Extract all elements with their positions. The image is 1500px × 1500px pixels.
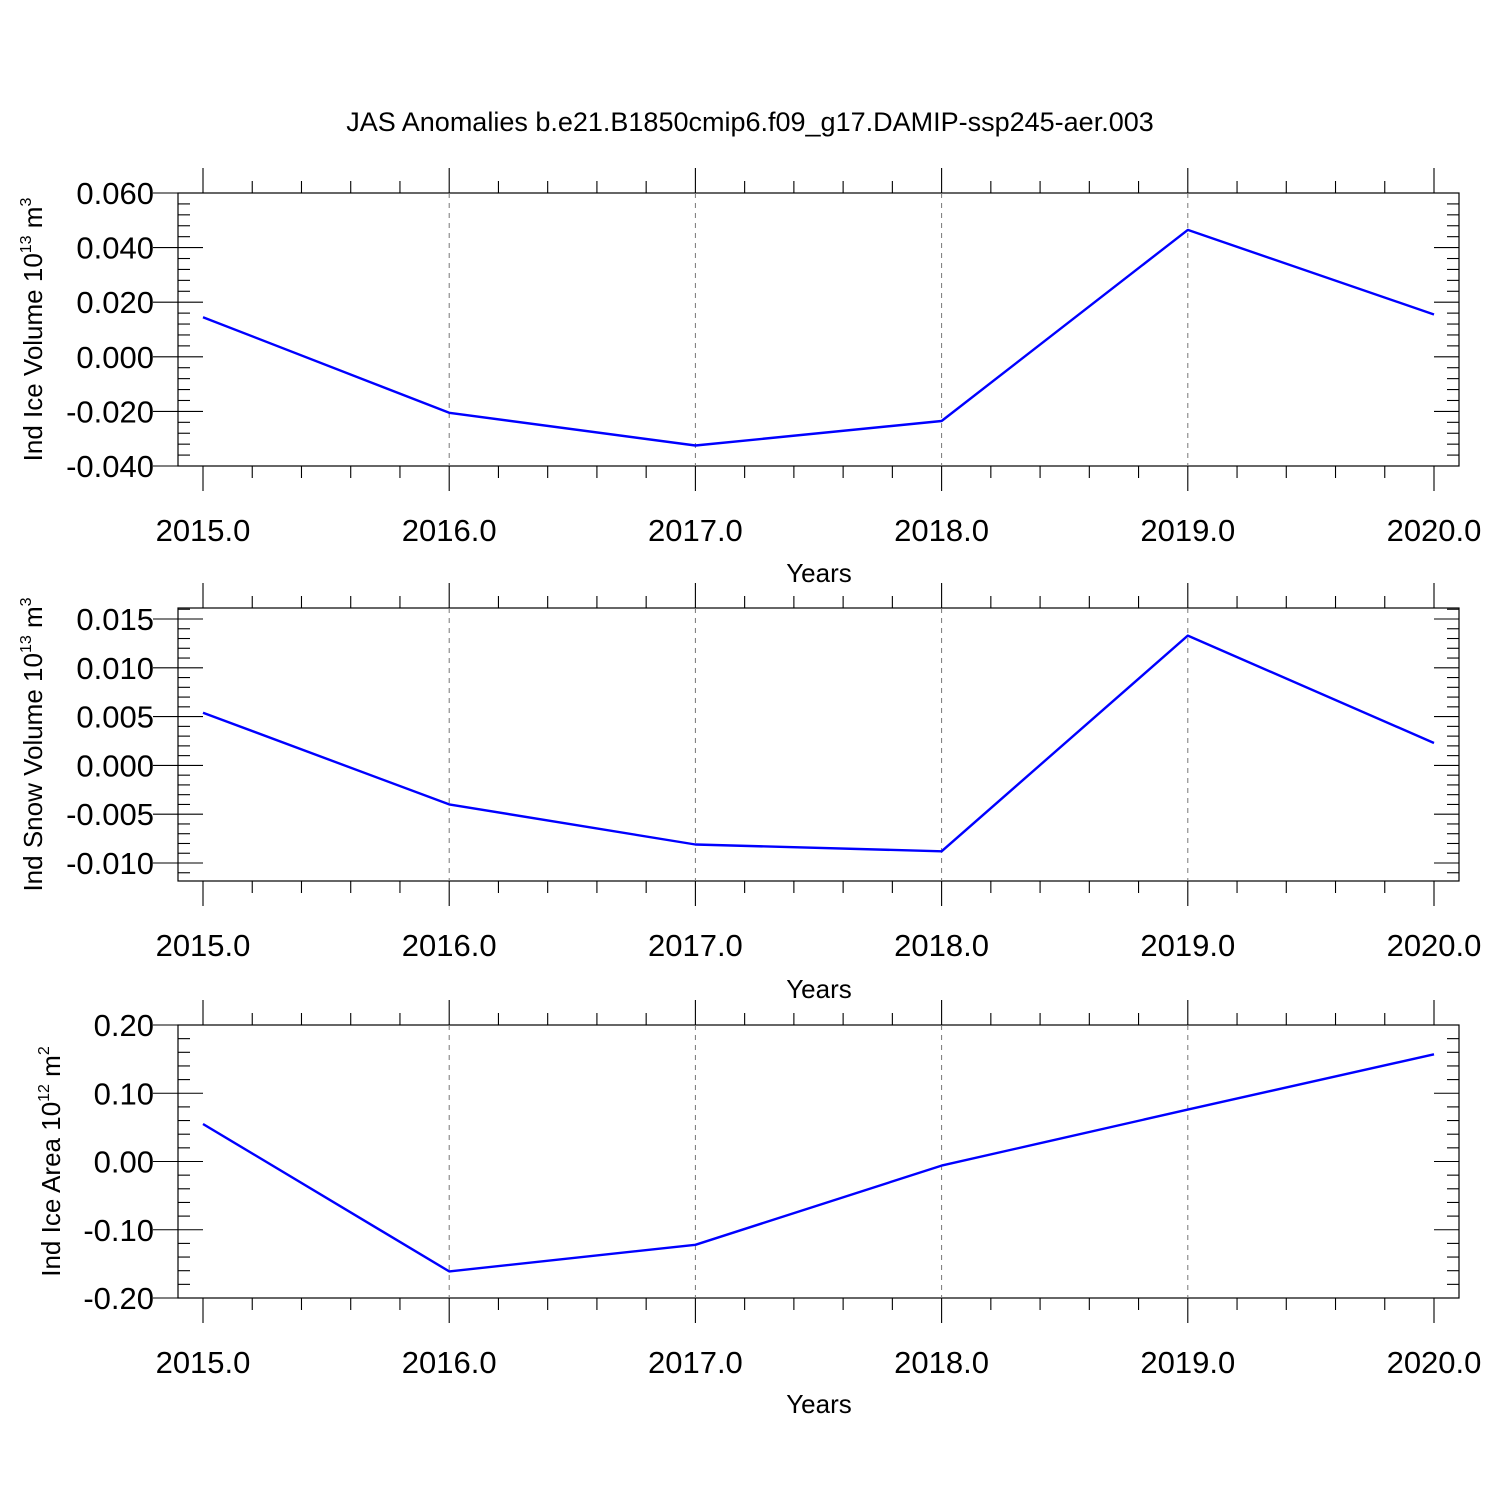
- y-axis-title-superscript: 2: [36, 1046, 53, 1055]
- x-tick-label: 2019.0: [1140, 1345, 1235, 1380]
- x-tick-label: 2016.0: [402, 928, 497, 963]
- x-axis-title: Years: [786, 1389, 852, 1419]
- x-tick-label: 2016.0: [402, 513, 497, 548]
- panel-2: 2015.0 2016.0 2017.0 2018.0 2019.0 2020.0 0.01…: [18, 583, 1481, 1004]
- y-tick-label: 0.040: [76, 231, 154, 266]
- plot-frame: [177, 607, 1460, 882]
- panel-3: 2015.0 2016.0 2017.0 2018.0 2019.0 2020.0 0.20…: [36, 1000, 1481, 1419]
- panels: 2015.0 2016.0 2017.0 2018.0 2019.0 2020.0 0.06…: [18, 168, 1481, 1419]
- y-tick-label: -0.010: [66, 846, 154, 881]
- x-tick-label: 2017.0: [648, 928, 743, 963]
- x-tick-label: 2015.0: [156, 1345, 251, 1380]
- x-axis-title: Years: [786, 974, 852, 1004]
- x-tick-label: 2015.0: [156, 928, 251, 963]
- y-tick-label: 0.005: [76, 700, 154, 735]
- y-tick-label: -0.20: [83, 1281, 154, 1316]
- y-axis-title-part: m: [36, 1055, 66, 1084]
- y-tick-label: 0.010: [76, 651, 154, 686]
- plot-frame: [177, 192, 1460, 467]
- x-tick-label: 2020.0: [1387, 513, 1482, 548]
- y-axis-title-superscript: 13: [18, 235, 35, 253]
- y-tick-label: -0.005: [66, 797, 154, 832]
- y-axis-title: Ind Ice Volume 1013 m3: [18, 198, 48, 462]
- x-tick-label: 2019.0: [1140, 513, 1235, 548]
- x-tick-label: 2020.0: [1387, 928, 1482, 963]
- y-axis-title-superscript: 12: [36, 1084, 53, 1102]
- y-axis-title: Ind Snow Volume 1013 m3: [18, 597, 48, 891]
- y-tick-label: 0.020: [76, 285, 154, 320]
- series-line: [202, 1053, 1435, 1273]
- y-tick-label: 0.000: [76, 748, 154, 783]
- x-tick-label: 2016.0: [402, 1345, 497, 1380]
- y-axis-title-part: m: [18, 606, 48, 635]
- y-axis-title-part: Ind Ice Area 10: [36, 1102, 66, 1277]
- y-tick-label: 0.00: [94, 1145, 154, 1180]
- y-tick-label: -0.10: [83, 1213, 154, 1248]
- y-tick-label: 0.10: [94, 1076, 154, 1111]
- y-axis-title-part: Ind Snow Volume 10: [18, 653, 48, 892]
- x-tick-label: 2018.0: [894, 513, 989, 548]
- panel-1: 2015.0 2016.0 2017.0 2018.0 2019.0 2020.0 0.06…: [18, 168, 1481, 588]
- y-tick-label: 0.000: [76, 340, 154, 375]
- y-axis-title: Ind Ice Area 1012 m2: [36, 1046, 66, 1277]
- series-line: [202, 228, 1435, 447]
- y-tick-label: -0.040: [66, 449, 154, 484]
- x-tick-label: 2017.0: [648, 1345, 743, 1380]
- x-tick-label: 2017.0: [648, 513, 743, 548]
- y-axis-title-superscript: 13: [18, 635, 35, 653]
- y-axis-title-part: m: [18, 207, 48, 236]
- y-axis-title-superscript: 3: [18, 597, 35, 606]
- y-tick-label: 0.20: [94, 1008, 154, 1043]
- x-tick-label: 2019.0: [1140, 928, 1235, 963]
- y-tick-label: 0.015: [76, 602, 154, 637]
- x-axis-title: Years: [786, 558, 852, 588]
- series-line: [202, 634, 1435, 853]
- x-tick-label: 2015.0: [156, 513, 251, 548]
- plot-frame: [177, 1024, 1460, 1299]
- y-axis-title-superscript: 3: [18, 198, 35, 207]
- y-tick-label: 0.060: [76, 176, 154, 211]
- x-tick-label: 2018.0: [894, 1345, 989, 1380]
- x-tick-label: 2018.0: [894, 928, 989, 963]
- chart-title: JAS Anomalies b.e21.B1850cmip6.f09_g17.D…: [346, 107, 1154, 137]
- x-tick-label: 2020.0: [1387, 1345, 1482, 1380]
- y-axis-title-part: Ind Ice Volume 10: [18, 253, 48, 461]
- y-tick-label: -0.020: [66, 394, 154, 429]
